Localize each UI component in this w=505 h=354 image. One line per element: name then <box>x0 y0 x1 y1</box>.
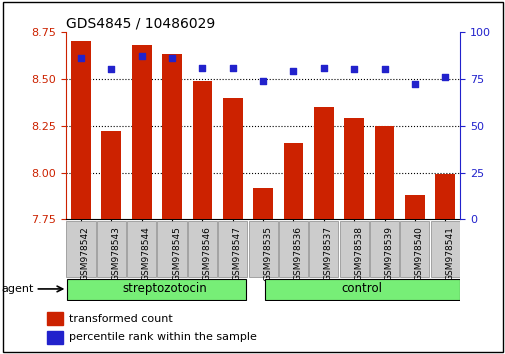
Bar <box>132 45 152 219</box>
FancyBboxPatch shape <box>278 221 308 277</box>
Bar <box>283 143 303 219</box>
FancyBboxPatch shape <box>66 221 95 277</box>
FancyBboxPatch shape <box>187 221 217 277</box>
Bar <box>47 313 63 325</box>
FancyBboxPatch shape <box>309 221 338 277</box>
Text: transformed count: transformed count <box>69 314 173 324</box>
Bar <box>71 41 91 219</box>
Text: GSM978545: GSM978545 <box>172 227 181 281</box>
Point <box>380 67 388 72</box>
Bar <box>162 55 182 219</box>
FancyBboxPatch shape <box>399 221 429 277</box>
FancyBboxPatch shape <box>264 279 460 300</box>
FancyBboxPatch shape <box>430 221 459 277</box>
Point <box>319 65 327 70</box>
Text: GSM978544: GSM978544 <box>141 227 150 281</box>
Point <box>410 81 418 87</box>
Point <box>349 67 358 72</box>
Point <box>137 53 145 59</box>
Text: control: control <box>340 282 382 296</box>
FancyBboxPatch shape <box>218 221 247 277</box>
Text: GSM978538: GSM978538 <box>354 227 363 281</box>
Text: GSM978540: GSM978540 <box>414 227 423 281</box>
FancyBboxPatch shape <box>127 221 156 277</box>
Point <box>440 74 448 80</box>
Point <box>107 67 115 72</box>
Bar <box>405 195 424 219</box>
FancyBboxPatch shape <box>339 221 368 277</box>
FancyBboxPatch shape <box>369 221 398 277</box>
Text: streptozotocin: streptozotocin <box>122 282 207 296</box>
Bar <box>313 107 333 219</box>
Text: GSM978543: GSM978543 <box>111 227 120 281</box>
Point <box>289 68 297 74</box>
Bar <box>47 331 63 343</box>
FancyBboxPatch shape <box>157 221 186 277</box>
Text: GSM978537: GSM978537 <box>323 227 332 281</box>
Text: agent: agent <box>2 284 34 294</box>
Bar <box>192 81 212 219</box>
FancyBboxPatch shape <box>248 221 277 277</box>
Bar <box>102 131 121 219</box>
Bar <box>223 97 242 219</box>
Text: GSM978535: GSM978535 <box>263 227 272 281</box>
Bar <box>343 118 364 219</box>
Text: GSM978541: GSM978541 <box>444 227 453 281</box>
Text: GDS4845 / 10486029: GDS4845 / 10486029 <box>66 17 215 31</box>
Point <box>198 65 206 70</box>
FancyBboxPatch shape <box>96 221 126 277</box>
Text: GSM978546: GSM978546 <box>202 227 211 281</box>
Point <box>77 55 85 61</box>
Bar <box>435 175 454 219</box>
Text: percentile rank within the sample: percentile rank within the sample <box>69 332 257 342</box>
Text: GSM978539: GSM978539 <box>384 227 393 281</box>
FancyBboxPatch shape <box>67 279 246 300</box>
Point <box>168 55 176 61</box>
Text: GSM978536: GSM978536 <box>293 227 302 281</box>
Bar <box>374 126 394 219</box>
Bar <box>253 188 273 219</box>
Text: GSM978547: GSM978547 <box>232 227 241 281</box>
Text: GSM978542: GSM978542 <box>81 227 90 281</box>
Point <box>259 78 267 84</box>
Point <box>228 65 236 70</box>
